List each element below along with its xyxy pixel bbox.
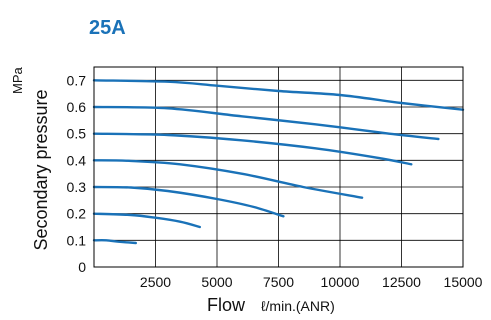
x-tick-label: 15000 (444, 274, 483, 290)
y-tick-label: 0.5 (67, 126, 87, 142)
series-curve-7 (92, 79, 465, 111)
y-tick-label: 0.4 (67, 152, 87, 168)
series-curve-6 (92, 105, 440, 141)
x-axis-label: Flow (207, 295, 246, 315)
x-tick-label: 10000 (321, 274, 360, 290)
y-axis-unit: MPa (10, 67, 25, 95)
y-axis-label: Secondary pressure (31, 89, 51, 250)
series-curve-5 (92, 132, 413, 166)
chart-title: 25A (89, 17, 126, 39)
x-tick-label: 12500 (382, 274, 421, 290)
x-tick-labels: 2500 5000 7500 10000 12500 15000 (140, 274, 483, 290)
x-tick-label: 5000 (201, 274, 232, 290)
plot-frame (93, 66, 464, 268)
y-tick-label: 0.7 (67, 72, 87, 88)
y-tick-label: 0 (78, 259, 86, 275)
x-tick-label: 7500 (263, 274, 294, 290)
y-tick-label: 0.6 (67, 99, 87, 115)
chart-series-group (92, 79, 465, 245)
y-tick-label: 0.2 (67, 206, 87, 222)
chart-grid (94, 67, 463, 267)
chart-axes (93, 66, 464, 268)
x-axis-unit: ℓ/min.(ANR) (261, 298, 335, 314)
x-tick-label: 2500 (140, 274, 171, 290)
y-tick-label: 0.1 (67, 232, 87, 248)
y-tick-labels: 0 0.1 0.2 0.3 0.4 0.5 0.6 0.7 (67, 72, 87, 275)
series-curve-3 (92, 185, 285, 218)
y-tick-label: 0.3 (67, 179, 87, 195)
series-curve-4 (92, 159, 364, 199)
series-curve-1 (92, 239, 137, 245)
series-curve-2 (92, 212, 201, 229)
